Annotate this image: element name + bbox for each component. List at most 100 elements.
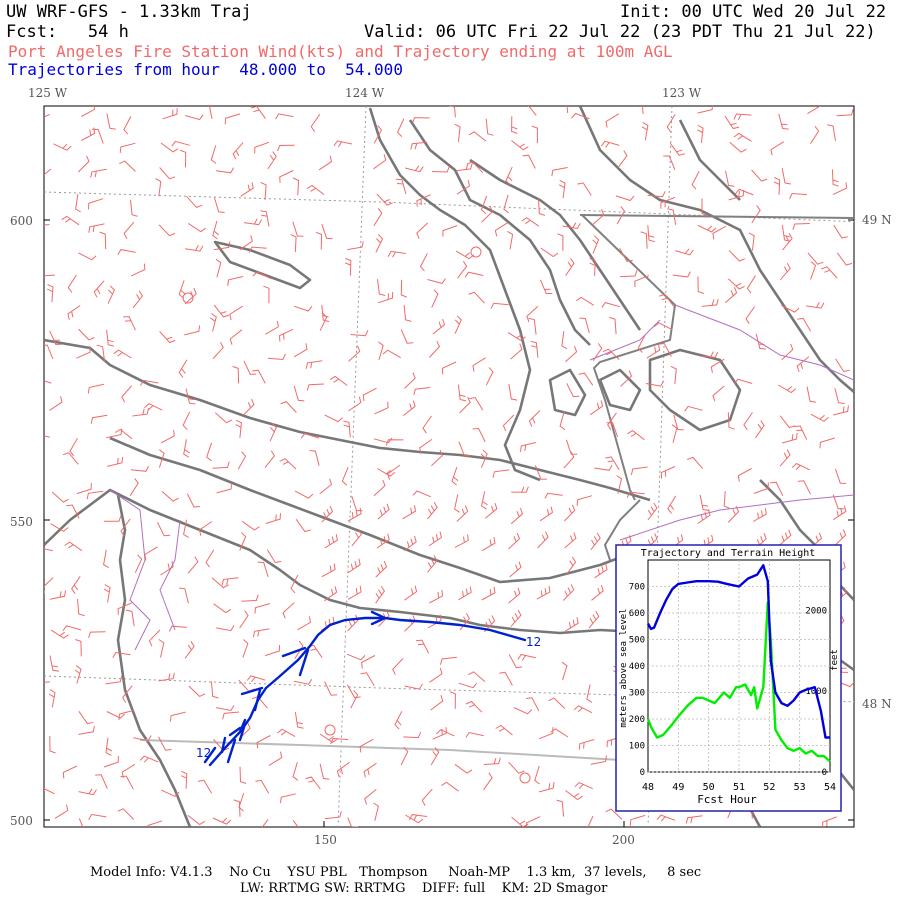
wind-barb (432, 166, 450, 173)
wind-barb (185, 388, 196, 405)
wind-barb (410, 141, 428, 150)
wind-barb (566, 106, 569, 114)
wind-barb (265, 320, 279, 335)
wind-barb (746, 275, 756, 294)
wind-barb (404, 585, 418, 601)
wind-barb (106, 711, 126, 719)
wind-barb (159, 167, 176, 180)
wind-barb (480, 449, 488, 468)
wind-barb (222, 711, 240, 720)
wind-barb (183, 439, 190, 458)
wind-barb (673, 414, 684, 431)
wind-barb (160, 430, 175, 444)
wind-barb (502, 414, 515, 432)
wind-barb (641, 106, 644, 114)
wind-barb (103, 756, 119, 768)
wind-barb (75, 194, 82, 213)
wind-barb (510, 609, 522, 627)
wind-barb (526, 697, 540, 712)
wind-barb (400, 279, 407, 298)
wind-barb (347, 585, 362, 600)
wind-barb (248, 246, 267, 253)
wind-barb (548, 697, 566, 709)
wind-barb (378, 291, 394, 304)
wind-barb (216, 482, 233, 494)
wind-barb (691, 171, 700, 190)
wind-barb (179, 149, 187, 168)
wind-barb (131, 263, 146, 277)
init-time: Init: 00 UTC Wed 20 Jul 22 (620, 2, 887, 22)
wind-barb (103, 584, 111, 603)
wind-barb (835, 468, 847, 484)
wind-barb (449, 691, 456, 709)
wind-barb (592, 343, 603, 361)
wind-barb (700, 351, 719, 358)
wind-barb (347, 817, 358, 827)
wind-barb (561, 661, 568, 681)
wind-barb (781, 168, 791, 185)
wind-barb (517, 653, 536, 661)
wind-barb (121, 385, 133, 403)
wind-barb (211, 577, 229, 589)
wind-barb (550, 728, 569, 738)
wind-barb (346, 684, 361, 699)
wind-barb (472, 357, 486, 372)
wind-barb (728, 189, 745, 201)
wind-barb (282, 602, 295, 619)
wind-barb (605, 113, 620, 128)
wind-barb (699, 494, 710, 511)
wind-barb (49, 330, 62, 346)
wind-barb (466, 161, 484, 174)
wind-barb (403, 535, 417, 552)
wind-barb (309, 450, 320, 466)
wind-barb (833, 405, 849, 416)
wind-barb (658, 342, 672, 357)
wind-barb (178, 280, 186, 299)
wind-barb (213, 197, 225, 213)
wind-barb (663, 155, 676, 170)
wind-barb (144, 546, 158, 561)
wind-barb (319, 763, 330, 780)
wind-barb (458, 586, 472, 601)
wind-barb (46, 284, 54, 303)
wind-barb (743, 412, 753, 431)
wind-barb (752, 508, 767, 522)
wind-barb (592, 235, 600, 254)
wind-barb (81, 106, 96, 117)
wind-barb (278, 328, 294, 342)
wind-barb (324, 681, 338, 696)
wind-barb (373, 125, 383, 144)
wind-barb (458, 441, 471, 457)
wind-barb (214, 412, 233, 424)
wind-barb (430, 695, 444, 711)
wind-barb (375, 585, 386, 604)
wind-barb (492, 469, 510, 478)
wind-barb (819, 437, 835, 449)
wind-barb (538, 198, 546, 216)
map-title: UW WRF-GFS - 1.33km Traj (6, 2, 252, 22)
wind-barb (419, 438, 433, 454)
wind-barb (559, 411, 566, 431)
wind-barb (321, 505, 334, 523)
lat-label-48n: 48 N (862, 697, 892, 711)
wind-barb (454, 315, 462, 334)
wind-barb (120, 518, 131, 537)
wind-barb (601, 302, 620, 308)
wind-barb (626, 491, 645, 498)
wind-barb (562, 222, 581, 230)
wind-barb (509, 561, 522, 578)
wind-barb (402, 400, 416, 416)
wind-barb (620, 270, 638, 278)
wind-barb (405, 814, 424, 824)
wind-barb (675, 248, 694, 256)
wind-barb (252, 271, 271, 279)
inset-x-tick: 50 (703, 782, 715, 793)
wind-barb (589, 258, 596, 276)
wind-barb (615, 195, 635, 202)
wind-barb (269, 422, 277, 442)
wind-barb (90, 414, 108, 424)
wind-barb (140, 379, 159, 386)
wind-barb (92, 128, 104, 144)
wind-barb (834, 529, 847, 546)
wind-barb (280, 401, 297, 413)
